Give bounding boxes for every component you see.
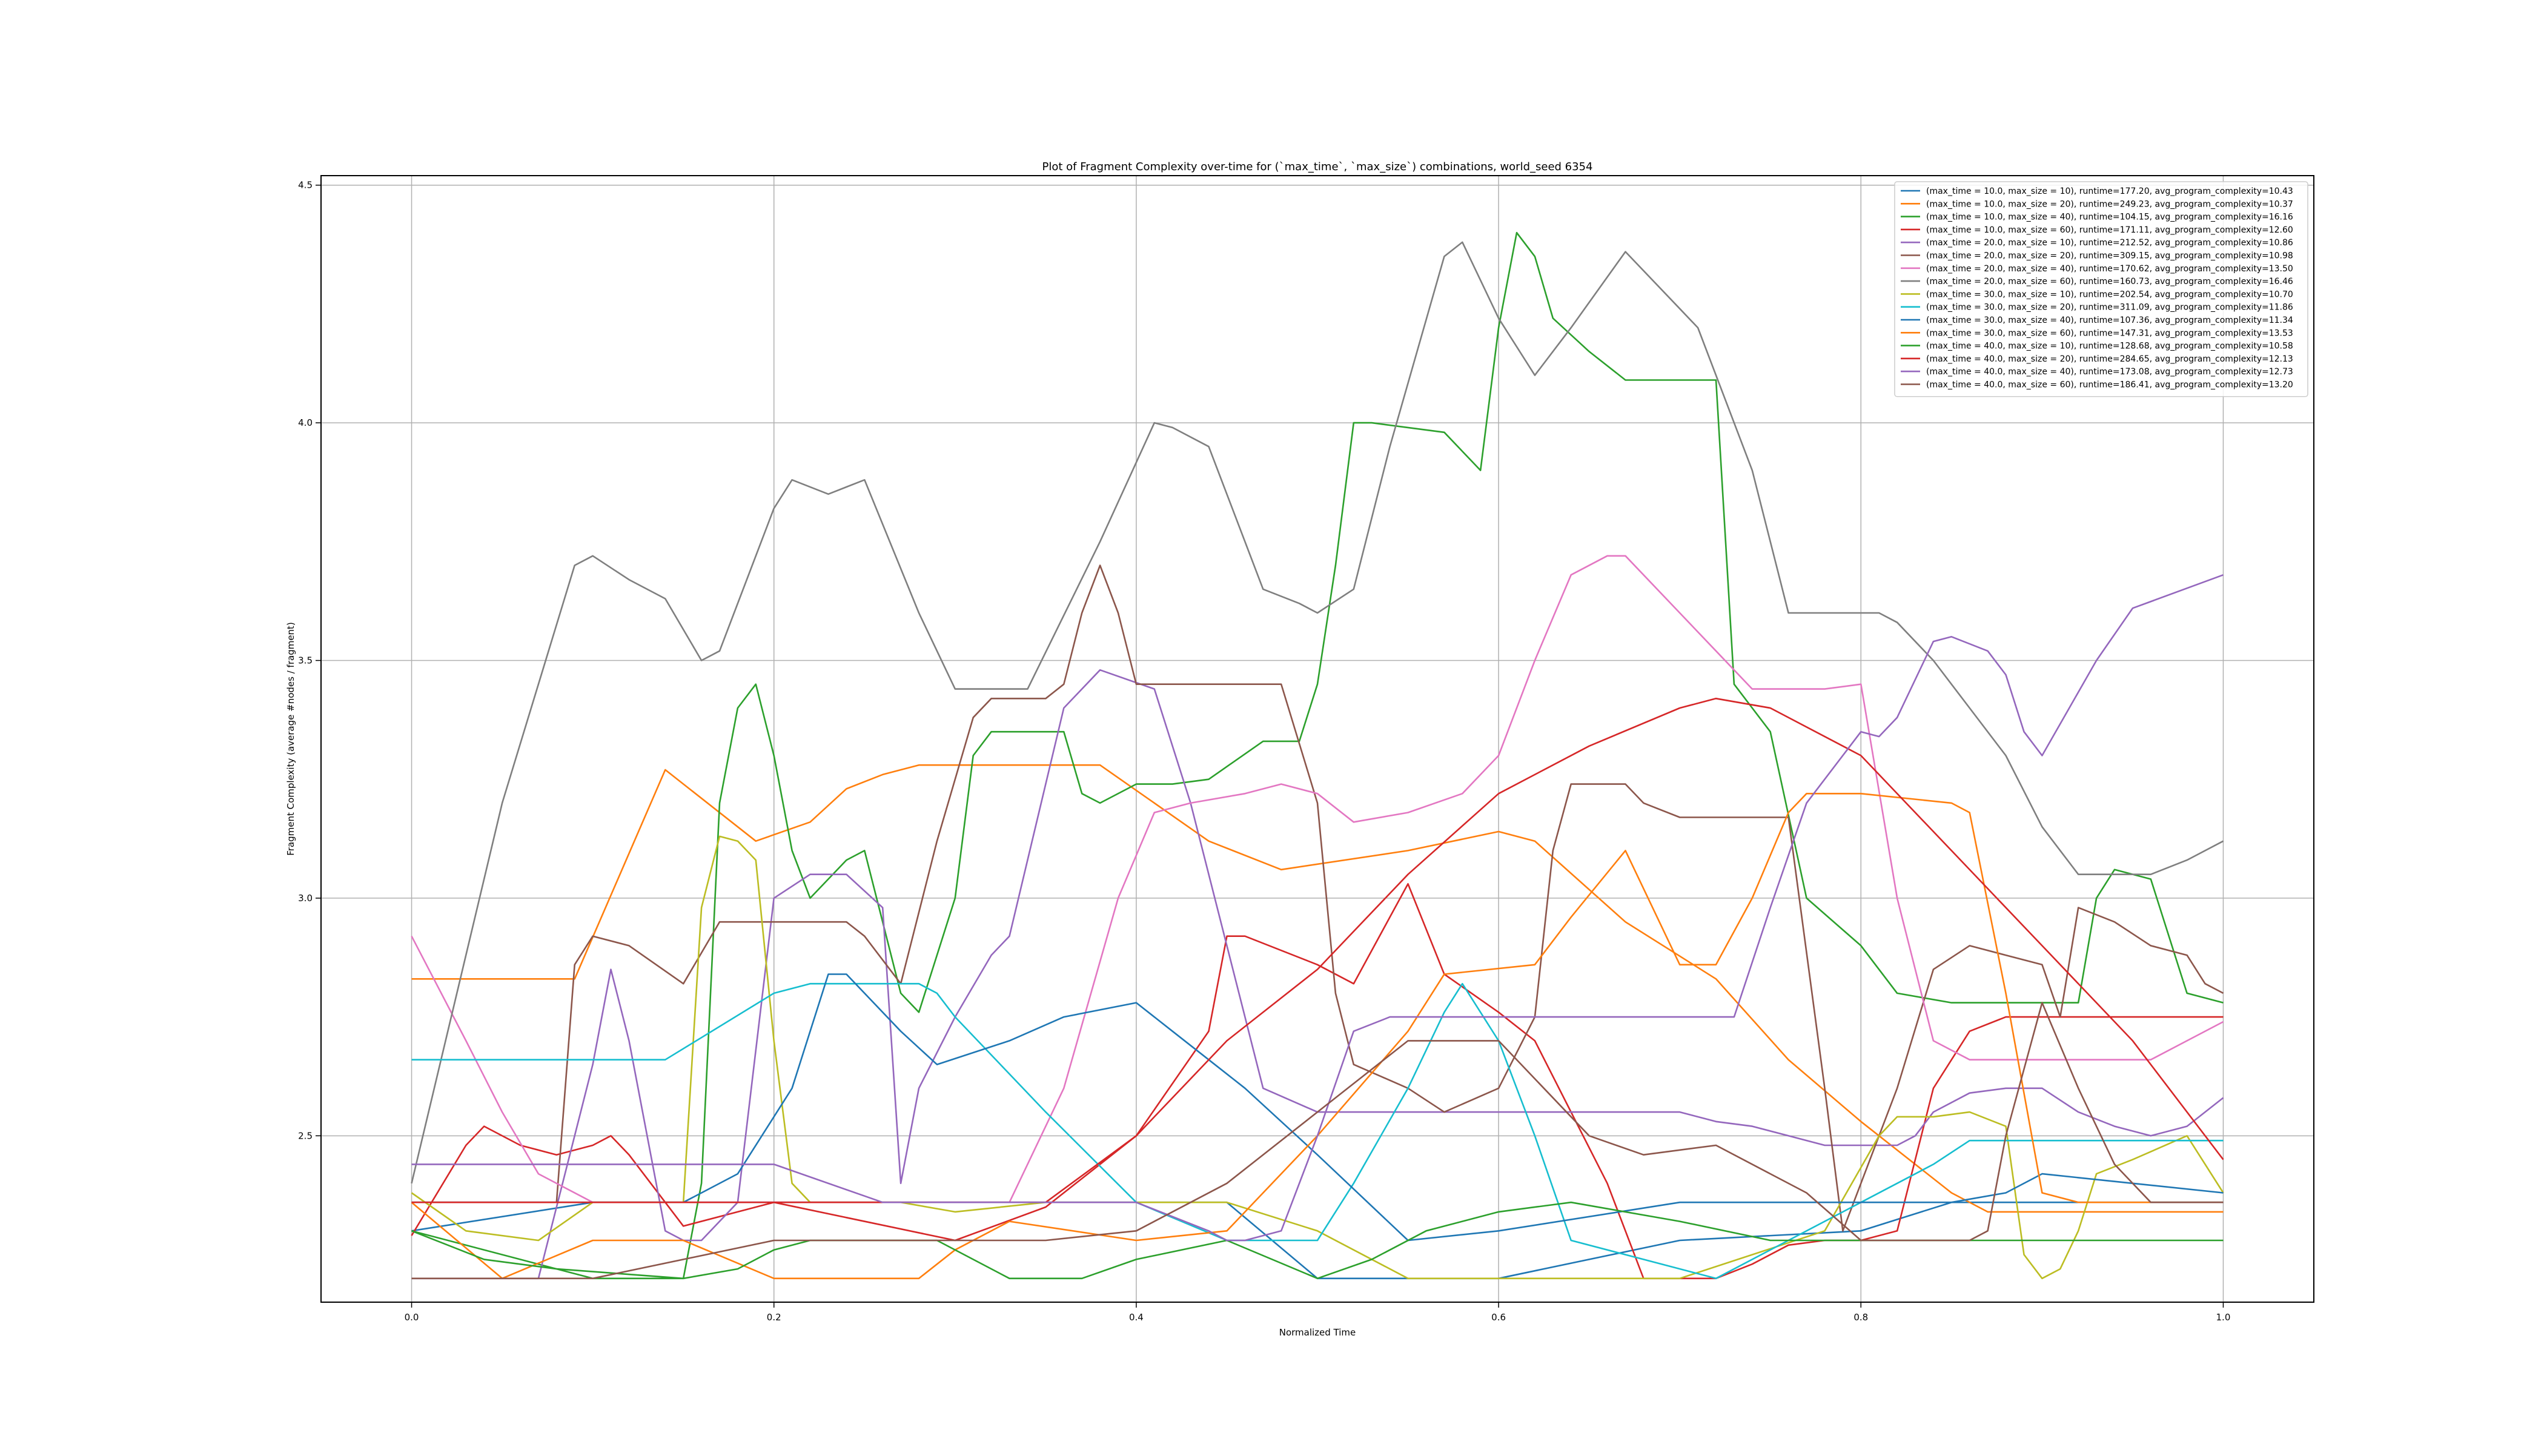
series-line-5 xyxy=(411,669,2224,1280)
chart-title: Plot of Fragment Complexity over-time fo… xyxy=(1042,160,1592,173)
y-tick-label: 2.5 xyxy=(298,1130,313,1141)
series-line-14 xyxy=(411,698,2224,1203)
legend-label: (max_time = 40.0, max_size = 10), runtim… xyxy=(1926,342,2293,351)
y-tick-label: 4.0 xyxy=(298,417,313,428)
series-line-2 xyxy=(411,764,2224,1213)
legend-label: (max_time = 30.0, max_size = 40), runtim… xyxy=(1926,316,2293,325)
legend-label: (max_time = 20.0, max_size = 60), runtim… xyxy=(1926,277,2293,286)
x-tick-label: 0.4 xyxy=(1129,1312,1144,1323)
y-axis-label: Fragment Complexity (average #nodes / fr… xyxy=(285,622,296,856)
legend-label: (max_time = 40.0, max_size = 20), runtim… xyxy=(1926,354,2293,364)
series-line-9 xyxy=(411,835,2224,1280)
series-lines xyxy=(411,231,2224,1280)
x-axis-ticks: 0.0 0.2 0.4 0.6 0.8 1.0 xyxy=(405,1302,2231,1323)
y-tick-label: 3.0 xyxy=(298,893,313,904)
legend-box xyxy=(1894,181,2308,397)
legend-label: (max_time = 10.0, max_size = 60), runtim… xyxy=(1926,225,2293,235)
legend-label: (max_time = 20.0, max_size = 40), runtim… xyxy=(1926,264,2293,274)
y-axis-ticks: 2.5 3.0 3.5 4.0 4.5 xyxy=(298,180,321,1141)
y-tick-label: 4.5 xyxy=(298,180,313,191)
plot-area-frame xyxy=(320,175,2314,1303)
legend-label: (max_time = 30.0, max_size = 10), runtim… xyxy=(1926,290,2293,299)
legend-label: (max_time = 10.0, max_size = 40), runtim… xyxy=(1926,213,2293,222)
series-line-11 xyxy=(411,973,2224,1242)
series-line-16 xyxy=(411,1002,2224,1280)
legend-label: (max_time = 10.0, max_size = 20), runtim… xyxy=(1926,199,2293,209)
x-tick-label: 1.0 xyxy=(2216,1312,2231,1323)
x-axis-label: Normalized Time xyxy=(1279,1327,1356,1338)
legend-label: (max_time = 20.0, max_size = 20), runtim… xyxy=(1926,251,2293,261)
legend-items: (max_time = 10.0, max_size = 10), runtim… xyxy=(1901,187,2293,390)
y-tick-label: 3.5 xyxy=(298,655,313,666)
x-tick-label: 0.2 xyxy=(767,1312,781,1323)
legend-label: (max_time = 40.0, max_size = 60), runtim… xyxy=(1926,380,2293,390)
series-line-12 xyxy=(411,793,2224,1280)
x-tick-label: 0.8 xyxy=(1853,1312,1868,1323)
series-line-10 xyxy=(411,982,2224,1280)
series-line-4 xyxy=(411,883,2224,1280)
legend-label: (max_time = 30.0, max_size = 20), runtim… xyxy=(1926,303,2293,313)
x-tick-label: 0.0 xyxy=(405,1312,419,1323)
legend-label: (max_time = 40.0, max_size = 40), runtim… xyxy=(1926,367,2293,377)
legend-label: (max_time = 30.0, max_size = 60), runtim… xyxy=(1926,328,2293,338)
series-line-15 xyxy=(411,574,2224,1242)
series-line-8 xyxy=(411,241,2224,1184)
legend-label: (max_time = 20.0, max_size = 10), runtim… xyxy=(1926,238,2293,248)
series-line-3 xyxy=(411,231,2224,1280)
legend-label: (max_time = 10.0, max_size = 10), runtim… xyxy=(1926,187,2293,196)
x-tick-label: 0.6 xyxy=(1491,1312,1506,1323)
legend: (max_time = 10.0, max_size = 10), runtim… xyxy=(1894,181,2308,397)
